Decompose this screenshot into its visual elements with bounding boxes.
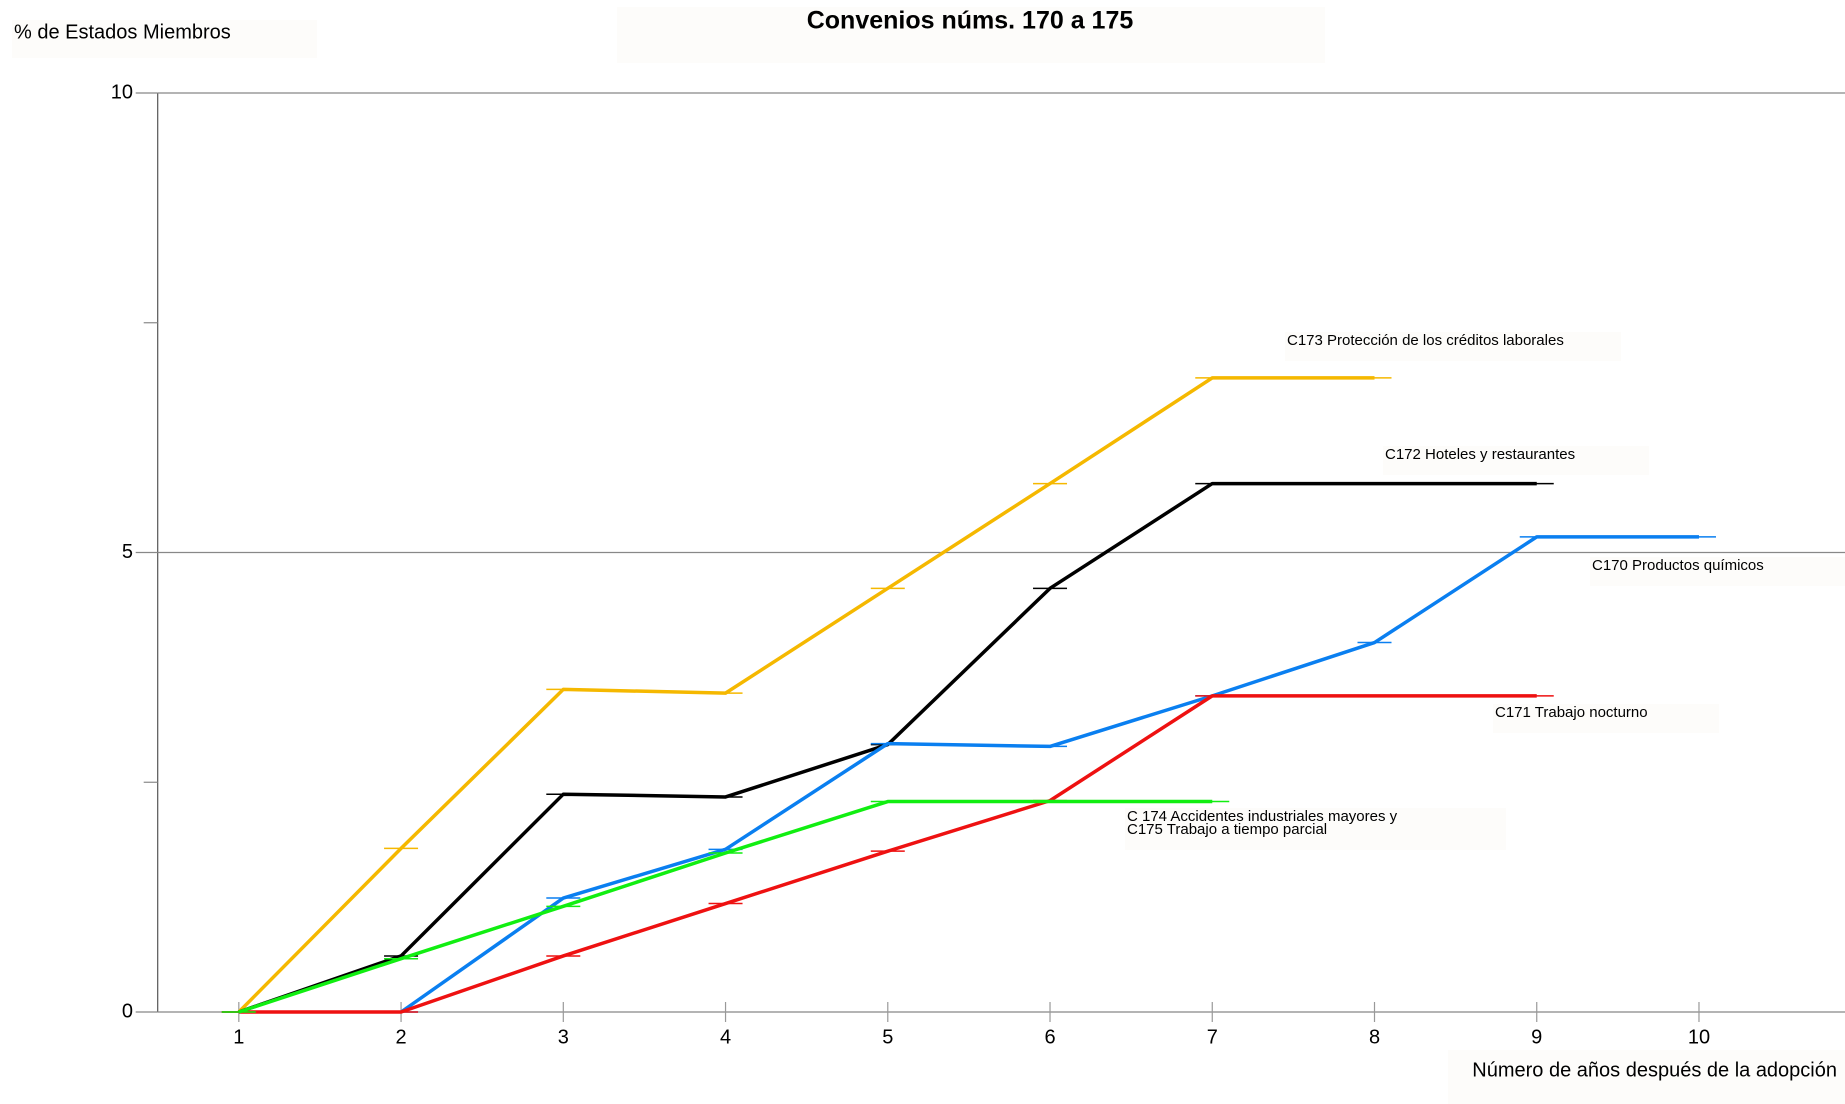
x-tick-label: 6 xyxy=(1044,1026,1055,1048)
x-axis-label: Número de años después de la adopción xyxy=(1472,1059,1837,1081)
x-tick-label: 10 xyxy=(1688,1026,1710,1048)
y-tick-label: 10 xyxy=(111,81,133,103)
y-tick-label: 5 xyxy=(122,541,133,563)
x-tick-label: 1 xyxy=(233,1026,244,1048)
x-tick-label: 8 xyxy=(1369,1026,1380,1048)
series-line xyxy=(238,481,1537,1014)
series-line xyxy=(400,535,1699,1014)
x-tick-label: 5 xyxy=(882,1026,893,1048)
series-label: C170 Productos químicos xyxy=(1590,557,1845,586)
x-tick-label: 2 xyxy=(395,1026,406,1048)
y-axis-label: % de Estados Miembros xyxy=(14,21,231,43)
series-line xyxy=(237,376,1375,1014)
x-tick-label: 4 xyxy=(720,1026,731,1048)
series-line xyxy=(238,799,1213,1014)
chart-title: Convenios núms. 170 a 175 xyxy=(807,7,1134,35)
x-tick-label: 9 xyxy=(1531,1026,1542,1048)
x-label-box xyxy=(1448,1050,1845,1104)
series-label: C172 Hoteles y restaurantes xyxy=(1383,446,1649,475)
y-label-box xyxy=(12,20,317,58)
y-tick-label: 0 xyxy=(122,1000,133,1022)
series-label: C171 Trabajo nocturno xyxy=(1493,704,1719,733)
x-tick-label: 7 xyxy=(1207,1026,1218,1048)
x-tick-label: 3 xyxy=(558,1026,569,1048)
series-label: C173 Protección de los créditos laborale… xyxy=(1285,332,1621,361)
series-label: C 174 Accidentes industriales mayores y … xyxy=(1125,808,1506,850)
title-box xyxy=(617,7,1325,63)
